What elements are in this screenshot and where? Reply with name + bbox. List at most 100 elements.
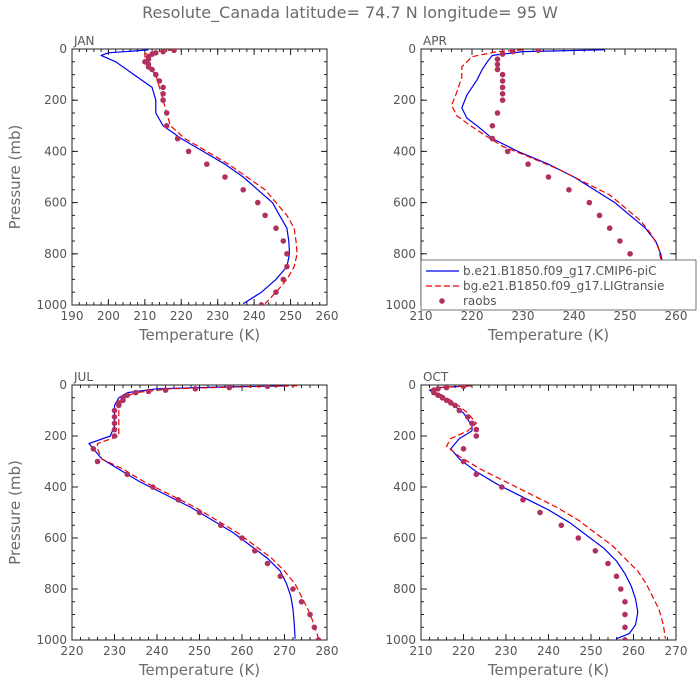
x-tick-label: 260 — [316, 309, 339, 323]
x-tick-label: 260 — [622, 644, 645, 658]
raobs-point — [566, 187, 572, 193]
panel-label: APR — [423, 34, 447, 48]
raobs-point — [174, 135, 181, 142]
series-line-cmip6-pic — [100, 49, 291, 305]
y-tick-label: 600 — [44, 196, 67, 210]
x-tick-label: 250 — [614, 309, 637, 323]
x-tick-label: 210 — [410, 309, 433, 323]
y-tick-label: 200 — [44, 429, 67, 443]
raobs-point — [489, 123, 496, 129]
x-tick-label: 210 — [410, 644, 433, 658]
raobs-point — [160, 84, 166, 91]
x-tick-label: 240 — [146, 644, 169, 658]
raobs-point — [185, 148, 192, 155]
raobs-point — [456, 407, 463, 414]
raobs-point — [171, 49, 177, 54]
y-tick-label: 200 — [44, 93, 67, 107]
y-tick-label: 400 — [393, 480, 416, 494]
raobs-point — [280, 276, 287, 283]
raobs-point — [525, 161, 531, 167]
raobs-point — [439, 395, 446, 401]
raobs-point — [613, 573, 620, 580]
raobs-point — [204, 161, 210, 167]
raobs-point — [149, 66, 155, 73]
x-tick-label: 270 — [665, 644, 688, 658]
panel-oct: OCT 210 220 230 240 250 260 270 0 200 400 600 800 100… — [385, 370, 687, 679]
raobs-point — [298, 599, 305, 605]
x-axis-label: Temperature (K) — [138, 661, 260, 679]
raobs-point — [617, 238, 623, 244]
x-tick-label: 220 — [461, 309, 484, 323]
x-tick-label: 210 — [133, 309, 156, 323]
y-axis-label: Pressure (mb) — [6, 460, 24, 565]
raobs-point — [222, 174, 228, 180]
figure-title: Resolute_Canada latitude= 74.7 N longitu… — [142, 3, 558, 23]
y-tick-label: 200 — [393, 93, 416, 107]
x-tick-label: 190 — [61, 309, 84, 323]
x-tick-label: 220 — [61, 644, 84, 658]
raobs-point — [494, 56, 501, 62]
raobs-point — [156, 78, 163, 84]
x-tick-label: 240 — [243, 309, 266, 323]
raobs-point — [264, 385, 271, 390]
raobs-point — [435, 392, 441, 399]
raobs-point — [606, 225, 613, 231]
raobs-point — [124, 392, 131, 399]
legend-label: b.e21.B1850.f09_g17.CMIP6-piC — [463, 264, 656, 278]
legend-box — [420, 259, 697, 311]
raobs-point — [618, 586, 624, 592]
panel-label: OCT — [423, 370, 449, 384]
x-tick-label: 200 — [97, 309, 120, 323]
legend: b.e21.B1850.f09_g17.CMIP6-piCbg.e21.B185… — [420, 259, 697, 311]
x-tick-label: 230 — [206, 309, 229, 323]
raobs-point — [586, 199, 593, 206]
x-axis-label: Temperature (K) — [487, 661, 609, 679]
raobs-point — [520, 497, 526, 503]
y-tick-label: 0 — [408, 42, 416, 56]
raobs-point — [160, 97, 166, 103]
x-tick-label: 280 — [316, 644, 339, 658]
raobs-point — [627, 251, 633, 257]
y-tick-label: 0 — [59, 42, 67, 56]
raobs-point — [494, 110, 501, 116]
y-tick-label: 1000 — [36, 633, 67, 647]
raobs-point — [592, 548, 599, 554]
raobs-point — [111, 420, 118, 427]
x-tick-label: 260 — [231, 644, 254, 658]
raobs-point — [240, 187, 246, 193]
raobs-point — [315, 637, 322, 640]
raobs-point — [254, 199, 261, 206]
raobs-point — [124, 471, 131, 478]
raobs-point — [163, 110, 170, 116]
y-tick-label: 1000 — [385, 298, 416, 312]
raobs-point — [280, 238, 287, 244]
y-tick-label: 0 — [408, 378, 416, 392]
raobs-point — [239, 535, 245, 541]
raobs-point — [218, 522, 224, 529]
raobs-point — [196, 509, 203, 516]
raobs-point — [499, 97, 506, 103]
x-tick-label: 220 — [170, 309, 193, 323]
x-tick-label: 220 — [452, 644, 475, 658]
y-axis-label: Pressure (mb) — [6, 125, 24, 230]
x-tick-label: 230 — [512, 309, 535, 323]
legend-swatch-marker — [439, 298, 445, 304]
raobs-point — [90, 446, 97, 452]
raobs-point — [443, 397, 450, 404]
raobs-point — [452, 402, 458, 409]
raobs-point — [465, 414, 471, 420]
raobs-point — [494, 61, 501, 68]
panel-jan: JAN 190 200 210 220 230 240 250 260 0 200 400 600 800… — [6, 34, 338, 344]
plot-frame — [420, 384, 677, 641]
raobs-point — [116, 402, 122, 409]
raobs-point — [94, 458, 101, 465]
x-tick-label: 240 — [537, 644, 560, 658]
panels: JAN 190 200 210 220 230 240 250 260 0 200 400 600 800… — [6, 34, 697, 679]
raobs-point — [510, 49, 516, 55]
y-tick-label: 200 — [393, 429, 416, 443]
series-line-lig-transient — [96, 385, 320, 639]
raobs-point — [575, 535, 582, 541]
panel-apr: APR 210 220 230 240 250 260 0 200 400 600 800 1000 Te… — [385, 34, 697, 344]
y-tick-label: 1000 — [385, 633, 416, 647]
